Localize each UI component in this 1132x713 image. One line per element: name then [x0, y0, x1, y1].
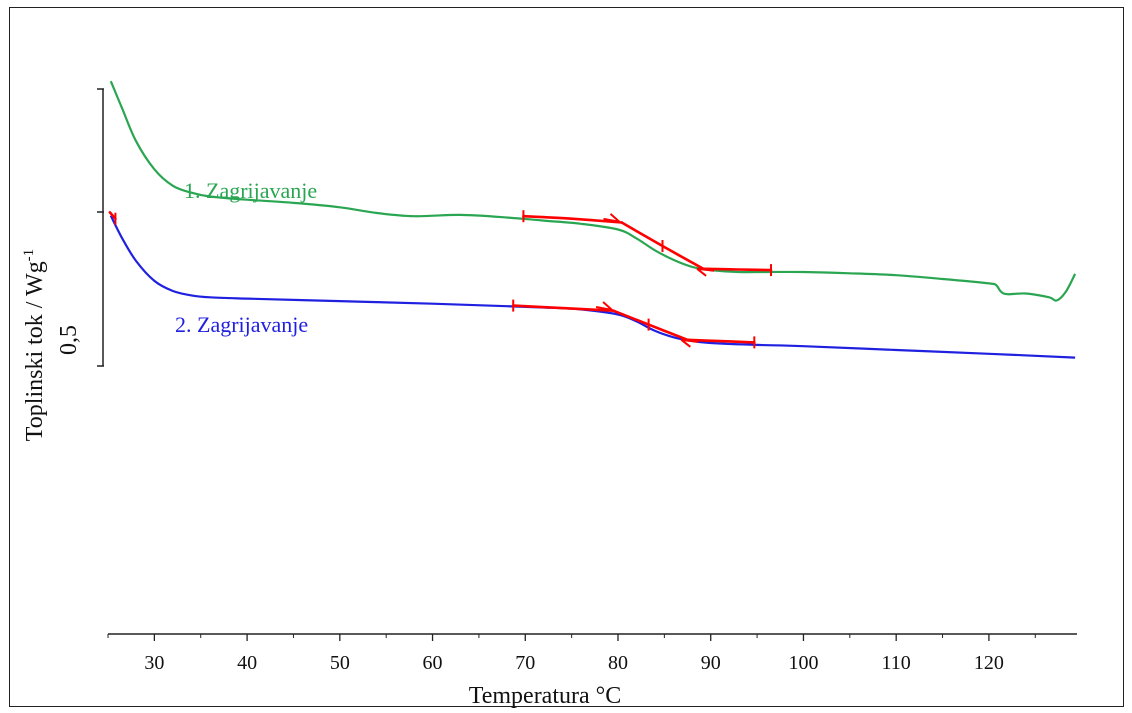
x-tick-label-80: 80	[608, 652, 628, 674]
x-tick-label-60: 60	[423, 652, 443, 674]
series-label-1: 1. Zagrijavanje	[184, 178, 317, 203]
fit-segment-5	[613, 311, 687, 340]
y-axis-title: Toplinski tok / Wg-1	[21, 249, 48, 441]
x-tick-label-90: 90	[701, 652, 721, 674]
scale-bar-label: 0,5	[56, 325, 82, 355]
x-tick-label-30: 30	[144, 652, 164, 674]
scale-bar: 0,5	[56, 89, 104, 366]
series-label-2: 2. Zagrijavanje	[175, 312, 308, 337]
x-tick-label-50: 50	[330, 652, 350, 674]
x-tick-label-100: 100	[788, 652, 818, 674]
x-tick-label-40: 40	[237, 652, 257, 674]
x-axis-title: Temperatura °C	[469, 683, 622, 709]
fit-marker-4	[697, 269, 714, 276]
fit-marker-9	[681, 340, 698, 347]
y-axis-title-main: Toplinski tok / Wg	[22, 261, 48, 441]
x-tick-label-70: 70	[515, 652, 535, 674]
x-axis: 30 40 50 60 70 80 90 100 110 120	[108, 634, 1077, 674]
x-tick-label-120: 120	[974, 652, 1004, 674]
y-axis-title-superscript: -1	[21, 249, 37, 262]
x-tick-label-110: 110	[882, 652, 911, 674]
